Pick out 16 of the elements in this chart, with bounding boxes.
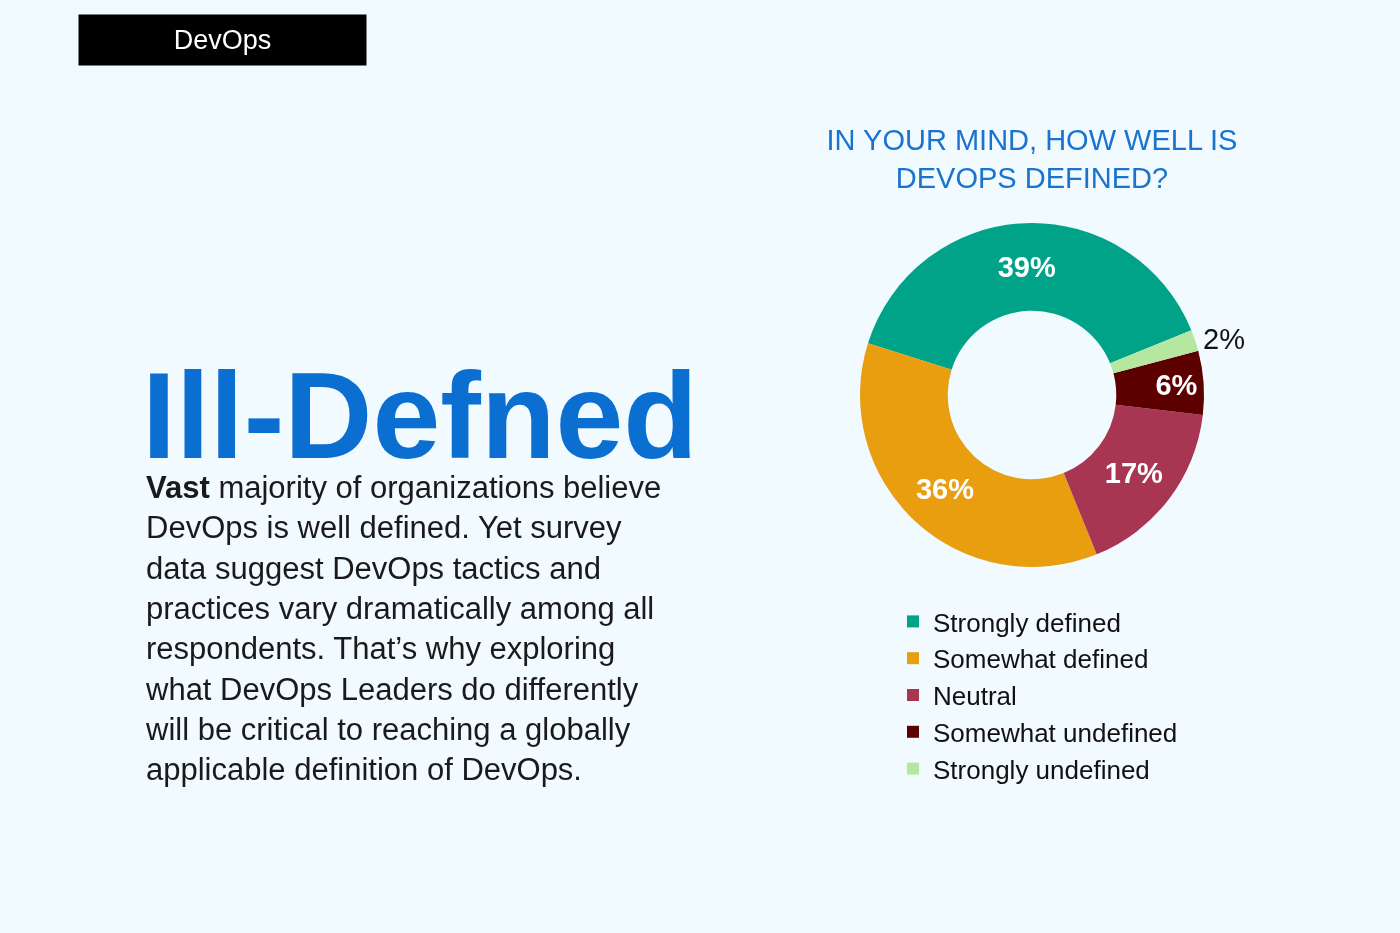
text: DevOps [173, 25, 272, 55]
legend-label: Strongly undefined [933, 754, 1150, 785]
data-label: 2% [1203, 322, 1246, 355]
donut-slice [1063, 404, 1203, 555]
data-label: 6% [1155, 368, 1198, 401]
donut-slice [1110, 330, 1199, 374]
data-label: 36% [915, 473, 975, 506]
legend-label: Somewhat undefined [933, 717, 1178, 748]
legend-label: Neutral [933, 681, 1017, 712]
donut-slice [867, 223, 1192, 370]
legend-label: Somewhat defined [933, 644, 1149, 675]
chart-title: IN YOUR MIND, HOW WELL IS DEVOPS DEFINED? [826, 124, 1238, 194]
donut-slice [860, 343, 1097, 567]
legend-label: Strongly defined [933, 607, 1121, 638]
data-label: 17% [1104, 456, 1164, 489]
data-label: 39% [997, 250, 1056, 283]
